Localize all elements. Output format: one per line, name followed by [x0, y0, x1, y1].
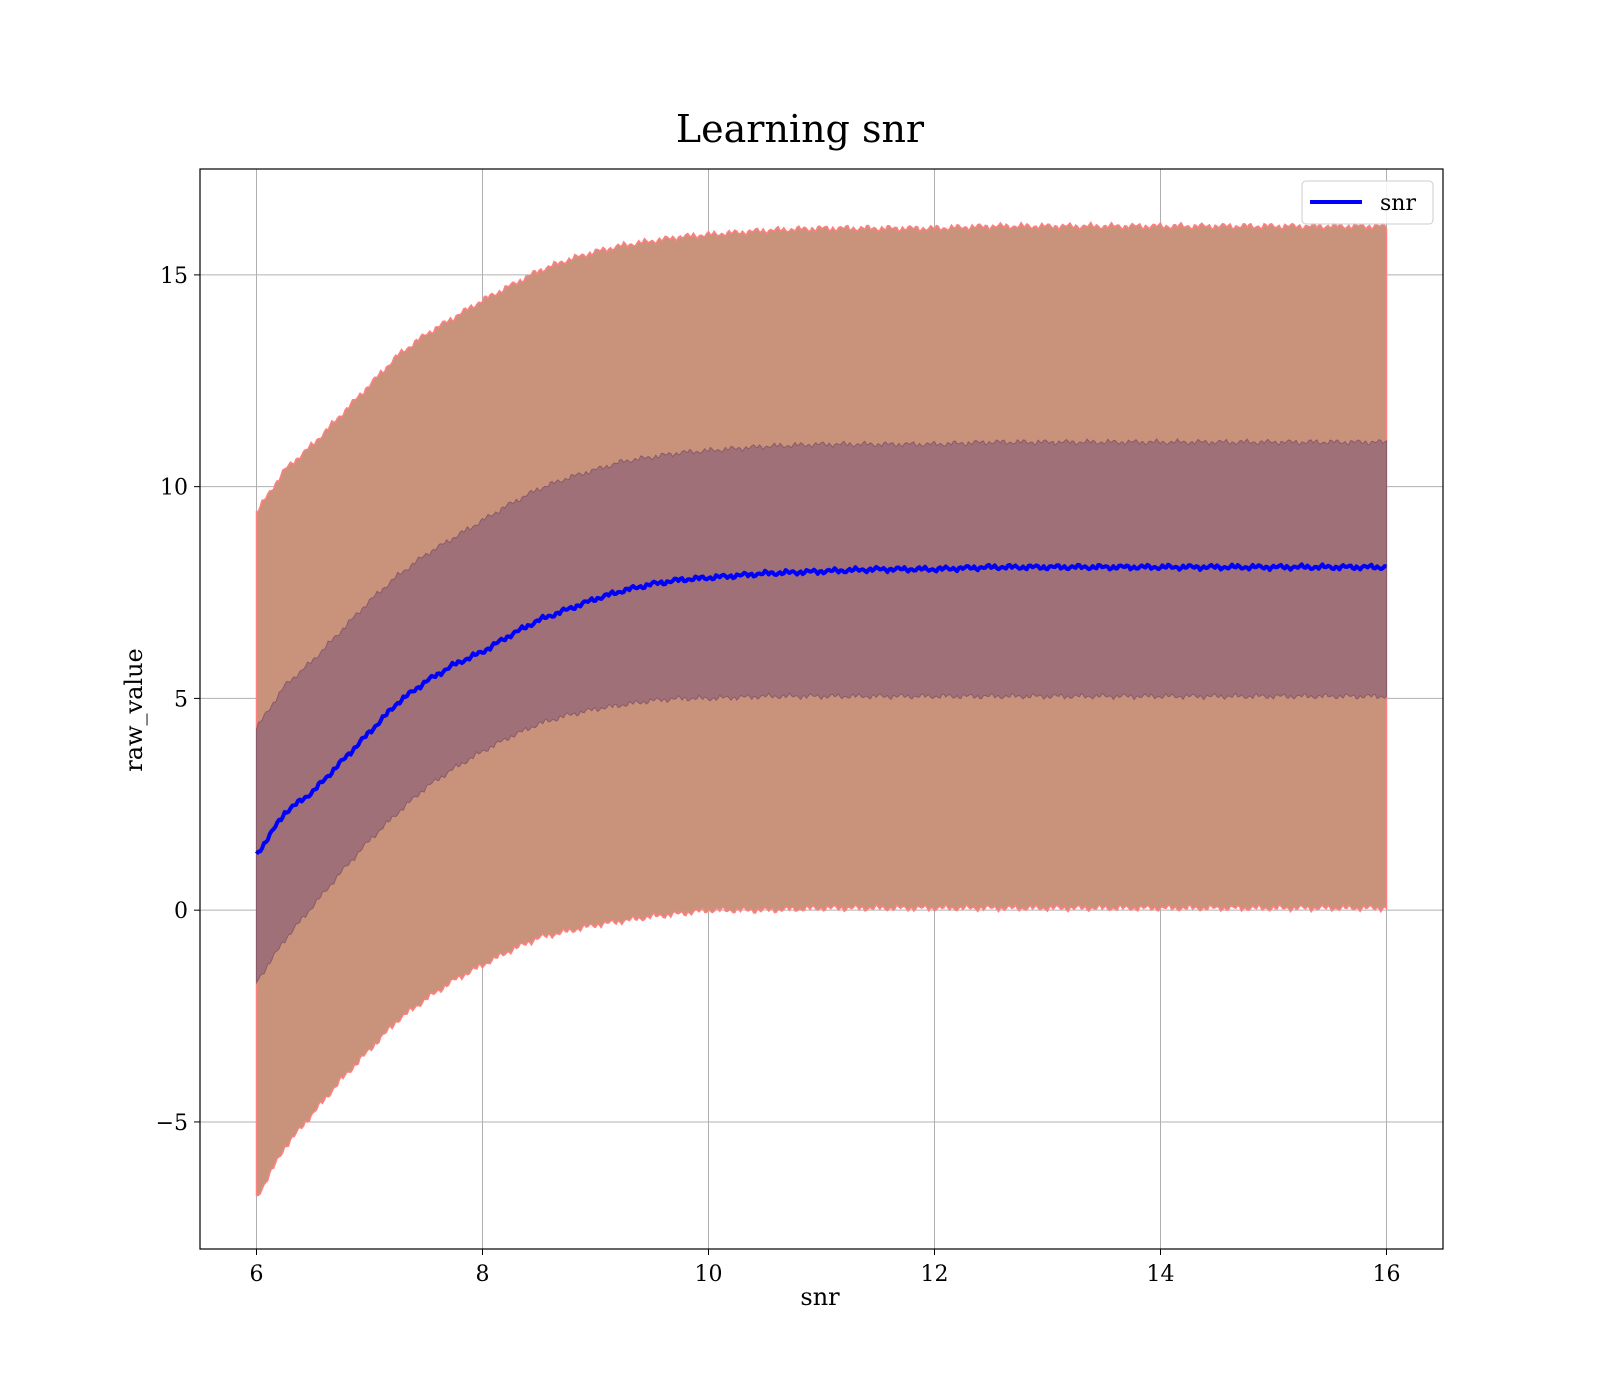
inner-band [256, 437, 1387, 985]
series-line-snr [254, 562, 1387, 856]
legend-label: snr [1380, 191, 1416, 216]
bands [255, 220, 1388, 1197]
x-tick-label: 16 [1373, 1262, 1401, 1287]
x-tick-label: 10 [695, 1262, 723, 1287]
y-tick-label: −5 [156, 1111, 188, 1136]
x-tick-label: 12 [921, 1262, 949, 1287]
plot-frame [199, 168, 1444, 1250]
y-axis-label: raw_value [120, 648, 148, 772]
y-tick-label: 0 [174, 899, 188, 924]
x-tick-label: 8 [476, 1262, 490, 1287]
x-axis-label: snr [800, 1283, 840, 1311]
legend-box [1301, 180, 1434, 225]
y-tick-label: 10 [160, 476, 188, 501]
ticks: 6 8 10 12 14 16 −5 0 5 10 15 [156, 264, 1401, 1287]
x-tick-label: 14 [1147, 1262, 1175, 1287]
y-tick-label: 5 [174, 687, 188, 712]
series-lines [254, 562, 1387, 856]
chart-title: Learning snr [676, 107, 925, 151]
legend: snr [1301, 180, 1434, 225]
y-tick-label: 15 [160, 264, 188, 289]
x-tick-label: 6 [250, 1262, 264, 1287]
